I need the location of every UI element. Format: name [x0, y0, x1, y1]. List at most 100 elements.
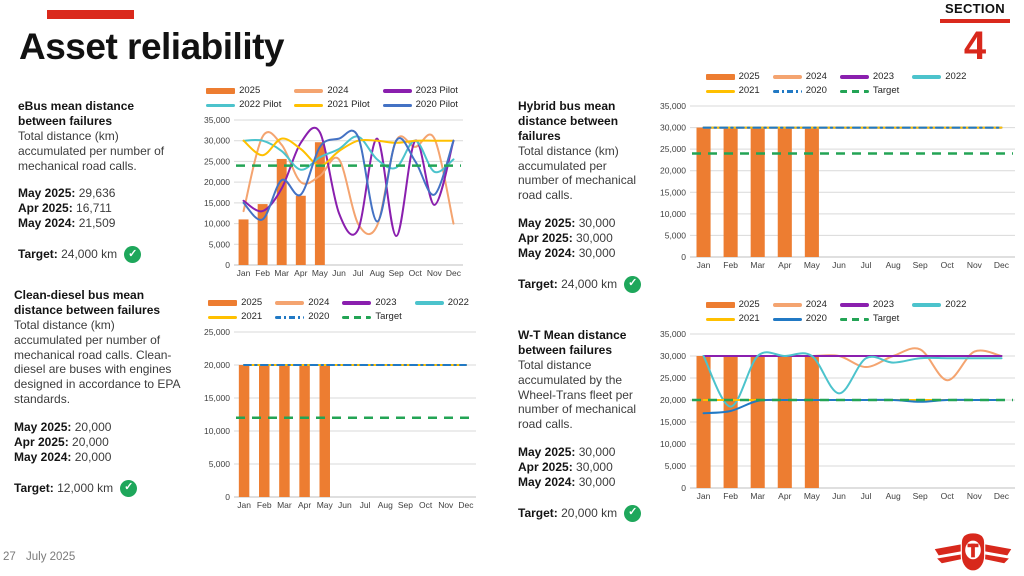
legend-item-2023: 2023 [839, 70, 899, 84]
y-axis-tick-label: 10,000 [204, 218, 230, 228]
section-number: 4 [963, 24, 987, 68]
x-axis-tick-label: Nov [438, 500, 454, 510]
bar-2025 [279, 364, 290, 497]
x-axis-tick-label: Oct [941, 260, 955, 270]
legend-label: 2023 [872, 299, 894, 310]
legend-swatch [705, 89, 735, 94]
legend-label: 2025 [738, 299, 760, 310]
target-met-check-icon: ✓ [120, 479, 138, 497]
panel-heading: Clean-diesel bus mean distance between f… [14, 288, 161, 317]
target-value: 24,000 km [61, 247, 118, 262]
legend-swatch [208, 315, 238, 320]
panel-stats: May 2025: 29,636 Apr 2025: 16,711 May 20… [18, 186, 178, 231]
stat-value: 20,000 [74, 420, 112, 434]
legend-item-2020: 2020 [772, 84, 827, 98]
y-axis-tick-label: 20,000 [660, 165, 686, 175]
panel-hybrid: Hybrid bus mean distance between failure… [518, 99, 649, 293]
legend-swatch [839, 317, 869, 322]
x-axis-tick-label: Jun [332, 268, 346, 278]
y-axis-tick-label: 25,000 [204, 327, 230, 337]
target-met-check-icon: ✓ [124, 246, 142, 263]
hybrid-chart: 2025 2024 2023 2022 2021 2020 Target 0 5,000 10,… [652, 70, 1020, 277]
x-axis-tick-label: Apr [298, 500, 311, 510]
legend-item-2025: 2025 [705, 70, 760, 84]
panel-heading: Hybrid bus mean distance between failure… [518, 99, 619, 143]
target-row: Target: 20,000 km ✓ [518, 504, 649, 522]
legend-label: 2020 Pilot [415, 99, 458, 111]
legend-item-2023-pilot: 2023 Pilot [382, 84, 458, 98]
legend-label: Target [872, 313, 900, 325]
y-axis-tick-label: 10,000 [204, 426, 230, 436]
x-axis-tick-label: Jun [832, 491, 846, 501]
y-axis-tick-label: 15,000 [204, 393, 230, 403]
legend-item-2025: 2025 [206, 84, 281, 98]
y-axis-tick-label: 25,000 [660, 373, 686, 383]
bar-2025 [295, 195, 306, 265]
legend-swatch [382, 89, 412, 93]
x-axis-tick-label: Feb [723, 491, 738, 501]
target-met-check-icon: ✓ [624, 504, 642, 522]
legend-swatch [839, 89, 869, 94]
panel-stats: May 2025: 30,000 Apr 2025: 30,000 May 20… [518, 445, 649, 490]
x-axis-tick-label: Oct [419, 500, 433, 510]
bar-2025 [777, 127, 792, 257]
bar-2025 [314, 141, 325, 265]
ttc-logo [934, 532, 1012, 572]
hybrid-chart-plot: 0 5,000 10,000 15,000 20,000 25,000 30,000 35,0… [660, 101, 1015, 270]
legend-label: 2024 [805, 71, 827, 82]
legend-label: 2024 [327, 85, 349, 96]
y-axis-tick-label: 25,000 [660, 144, 686, 154]
x-axis-tick-label: Mar [750, 491, 765, 501]
y-axis-tick-label: 20,000 [660, 395, 686, 405]
y-axis-tick-label: 30,000 [660, 122, 686, 132]
stat-row: May 2024: 30,000 [518, 475, 649, 490]
legend-swatch [705, 302, 735, 308]
legend-swatch [294, 103, 324, 108]
stat-label: Apr 2025: [18, 201, 73, 216]
legend-swatch [342, 301, 372, 305]
stat-value: 30,000 [578, 245, 616, 260]
x-axis-tick-label: Apr [294, 268, 307, 278]
x-axis-tick-label: Mar [274, 268, 289, 278]
x-axis-tick-label: Jul [861, 260, 872, 270]
bar-2025 [299, 364, 310, 497]
y-axis-tick-label: 5,000 [209, 459, 231, 469]
legend-label: 2023 [375, 297, 397, 308]
panel-wheel-trans: W-T Mean distance between failures Total… [518, 328, 649, 522]
x-axis-tick-label: Aug [886, 260, 901, 270]
x-axis-tick-label: Dec [994, 260, 1010, 270]
ebus-chart-plot: 0 5,000 10,000 15,000 20,000 25,000 30,000 35,0… [204, 115, 463, 278]
legend-item-2024: 2024 [294, 84, 369, 98]
stat-label: May 2024: [518, 474, 576, 489]
y-axis-tick-label: 0 [681, 252, 686, 262]
y-axis-tick-label: 20,000 [204, 177, 230, 187]
legend-label: 2024 [308, 297, 330, 308]
legend-item-2021: 2021 [208, 310, 262, 324]
stat-row: May 2025: 30,000 [518, 445, 649, 460]
legend-item-2020: 2020 [772, 312, 827, 326]
x-axis-tick-label: Dec [458, 500, 474, 510]
stat-row: Apr 2025: 16,711 [18, 201, 178, 216]
x-axis-tick-label: Sep [913, 260, 928, 270]
legend-item-2020-pilot: 2020 Pilot [382, 98, 458, 112]
slide-date: July 2025 [26, 551, 76, 563]
legend-item-2022: 2022 [912, 298, 966, 312]
legend-swatch [208, 300, 238, 306]
legend-swatch [275, 315, 305, 320]
legend-swatch [382, 103, 412, 108]
x-axis-tick-label: Aug [370, 268, 385, 278]
x-axis-tick-label: Feb [723, 260, 738, 270]
bar-2025 [804, 355, 819, 488]
legend-item-2025: 2025 [208, 296, 262, 310]
target-row: Target: 24,000 km ✓ [518, 275, 649, 293]
panel-description: Total distance (km) accumulated per numb… [518, 143, 637, 203]
target-value: 24,000 km [561, 276, 618, 291]
x-axis-tick-label: May [312, 268, 329, 278]
x-axis-tick-label: May [317, 500, 334, 510]
stat-label: May 2024: [518, 245, 576, 260]
stat-row: Apr 2025: 20,000 [14, 435, 186, 450]
x-axis-tick-label: Feb [255, 268, 270, 278]
stat-label: May 2025: [18, 186, 76, 201]
chart-legend: 2025 2024 2023 2022 2021 2020 Target [196, 296, 481, 325]
x-axis-tick-label: Dec [994, 491, 1010, 501]
